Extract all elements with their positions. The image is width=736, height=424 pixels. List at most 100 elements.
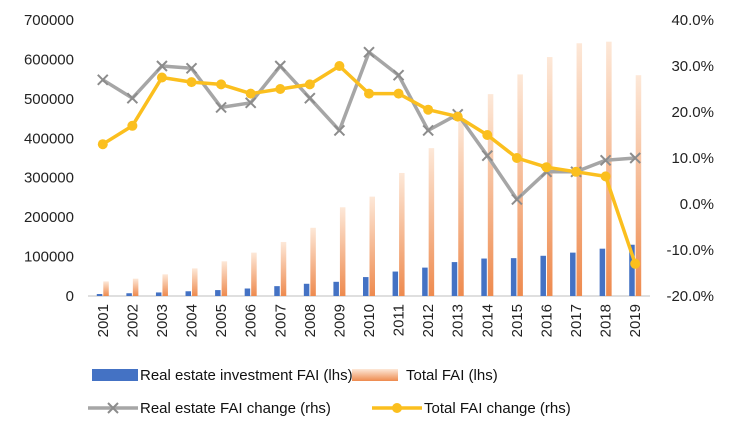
- marker-total-fai-change: [600, 171, 611, 182]
- bar-total-fai: [280, 241, 287, 296]
- legend-marker-real-estate-fai-change: [107, 402, 119, 414]
- marker-total-fai-change: [630, 258, 641, 269]
- x-axis-tick-label: 2004: [184, 304, 201, 337]
- x-axis-tick-label: 2019: [627, 304, 644, 337]
- x-axis-tick-label: 2012: [420, 304, 437, 337]
- marker-total-fai-change: [156, 72, 167, 83]
- bar-real-estate-investment-fai: [510, 258, 517, 296]
- marker-total-fai-change: [186, 77, 197, 88]
- bar-real-estate-investment-fai: [126, 293, 132, 296]
- legend-label-real-estate-fai-change: Real estate FAI change (rhs): [140, 400, 331, 417]
- bar-real-estate-investment-fai: [422, 267, 428, 296]
- bar-real-estate-investment-fai: [481, 258, 487, 296]
- line-real-estate-fai-change: [101, 50, 636, 202]
- x-axis-tick-label: 2010: [361, 304, 378, 337]
- marker-real-estate-fai-change: [244, 97, 257, 109]
- marker-real-estate-fai-change: [363, 46, 375, 58]
- right-axis-tick-label: 0.0%: [680, 196, 714, 213]
- marker-real-estate-fai-change: [97, 74, 109, 86]
- marker-real-estate-fai-change: [392, 69, 405, 81]
- legend: Real estate investment FAI (lhs) Total FA…: [88, 367, 571, 417]
- left-axis-tick-label: 400000: [24, 130, 74, 147]
- marker-total-fai-change: [216, 79, 227, 90]
- x-axis-tick-label: 2015: [509, 304, 526, 337]
- bar-total-fai: [546, 57, 553, 296]
- bar-total-fai: [606, 41, 612, 296]
- left-axis-tick-label: 700000: [24, 12, 74, 29]
- bar-real-estate-investment-fai: [392, 271, 399, 296]
- marker-real-estate-fai-change: [274, 60, 286, 72]
- legend-marker-total-fai-change: [392, 403, 402, 413]
- left-axis-ticks: 0 100000 200000 300000 400000 500000 600000 700…: [24, 12, 74, 305]
- left-axis-tick-label: 300000: [24, 170, 74, 187]
- bar-real-estate-investment-fai: [599, 248, 606, 296]
- marker-real-estate-fai-change: [599, 154, 612, 167]
- marker-total-fai-change: [393, 88, 404, 99]
- x-axis-tick-label: 2013: [450, 304, 467, 337]
- left-axis-tick-label: 600000: [24, 51, 74, 68]
- right-axis-tick-label: 10.0%: [671, 150, 714, 167]
- marker-total-fai-change: [364, 88, 374, 99]
- legend-label-real-estate-investment-fai: Real estate investment FAI (lhs): [140, 367, 353, 384]
- marker-real-estate-fai-change: [422, 124, 434, 137]
- marker-total-fai-change: [245, 88, 256, 99]
- bar-real-estate-investment-fai: [303, 283, 310, 296]
- bar-total-fai: [428, 148, 435, 296]
- marker-total-fai-change: [541, 162, 552, 173]
- bar-total-fai: [310, 227, 316, 296]
- marker-real-estate-fai-change: [126, 92, 139, 104]
- x-axis-tick-label: 2003: [154, 304, 171, 337]
- x-axis-tick-label: 2009: [331, 304, 348, 337]
- left-axis-tick-label: 200000: [24, 209, 74, 226]
- bar-real-estate-investment-fai: [333, 281, 339, 296]
- right-axis-tick-label: -20.0%: [666, 288, 714, 305]
- bar-real-estate-investment-fai: [570, 252, 576, 296]
- bar-total-fai: [458, 119, 464, 296]
- legend-swatch-total-fai: [352, 369, 398, 381]
- right-axis-ticks: -20.0% -10.0% 0.0% 10.0% 20.0% 30.0% 40.0%: [666, 12, 714, 305]
- marker-real-estate-fai-change: [481, 149, 494, 162]
- bar-total-fai: [103, 281, 109, 296]
- right-axis-tick-label: 40.0%: [671, 12, 714, 29]
- bar-total-fai: [251, 252, 257, 296]
- bar-real-estate-investment-fai: [215, 290, 221, 296]
- x-axis-tick-label: 2011: [391, 304, 408, 336]
- x-axis-ticks: 2001 2002 2003 2004 2005 2006 2007 2008 2009 2010…: [88, 295, 650, 337]
- marker-total-fai-change: [423, 104, 434, 115]
- x-axis-tick-label: 2006: [243, 304, 260, 337]
- marker-real-estate-fai-change: [629, 152, 641, 164]
- right-axis-tick-label: 30.0%: [671, 58, 714, 75]
- marker-real-estate-fai-change: [304, 92, 316, 104]
- x-axis-tick-label: 2016: [538, 304, 555, 337]
- bar-real-estate-investment-fai: [244, 288, 251, 296]
- marker-total-fai-change: [571, 166, 582, 177]
- bar-real-estate-investment-fai: [363, 277, 369, 296]
- bar-real-estate-investment-fai: [274, 286, 280, 296]
- bar-real-estate-investment-fai: [540, 255, 546, 296]
- legend-swatch-real-estate-investment-fai: [92, 369, 138, 381]
- marker-total-fai-change: [275, 84, 286, 94]
- x-axis-tick-label: 2014: [479, 304, 496, 337]
- left-axis-tick-label: 100000: [24, 249, 74, 266]
- bar-real-estate-investment-fai: [155, 292, 162, 296]
- marker-total-fai-change: [304, 79, 315, 90]
- bar-total-fai: [399, 172, 405, 296]
- bar-real-estate-investment-fai: [629, 244, 635, 296]
- marker-real-estate-fai-change: [185, 62, 198, 75]
- bar-total-fai: [635, 75, 642, 296]
- marker-real-estate-fai-change: [215, 101, 227, 114]
- x-axis-tick-label: 2017: [568, 304, 585, 337]
- bar-real-estate-investment-fai: [185, 291, 192, 296]
- bar-total-fai: [192, 268, 198, 296]
- marker-total-fai-change: [511, 153, 522, 163]
- right-axis-tick-label: -10.0%: [666, 242, 714, 259]
- right-axis-tick-label: 20.0%: [671, 104, 714, 121]
- bar-total-fai: [517, 74, 523, 296]
- marker-real-estate-fai-change: [156, 60, 168, 72]
- x-axis-tick-label: 2007: [272, 304, 289, 337]
- x-axis-tick-label: 2001: [95, 304, 112, 337]
- marker-total-fai-change: [482, 130, 493, 140]
- legend-label-total-fai-change: Total FAI change (rhs): [424, 400, 571, 417]
- bar-total-fai: [221, 261, 228, 296]
